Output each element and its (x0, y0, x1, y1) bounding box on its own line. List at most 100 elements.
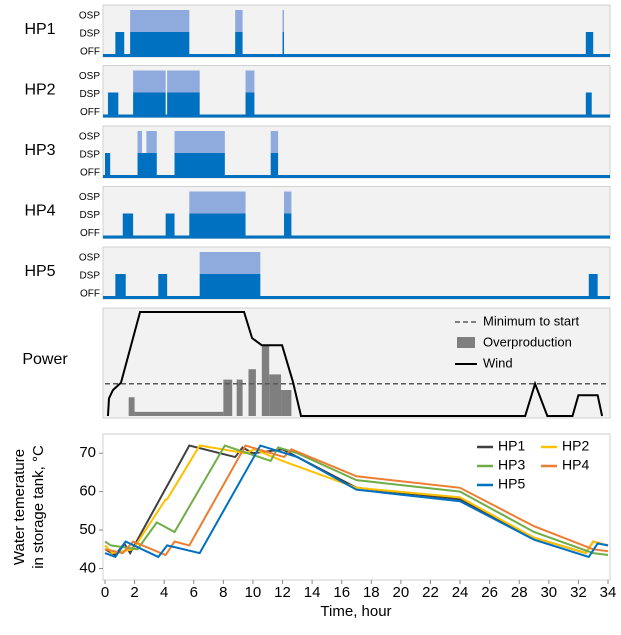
x-tick-label: 20 (393, 584, 410, 601)
row-label: Power (22, 351, 68, 368)
y-tick-label: 50 (79, 521, 96, 538)
x-tick-label: 28 (511, 584, 528, 601)
overproduction-bar (281, 390, 292, 416)
legend-label: HP5 (498, 476, 525, 492)
panel (102, 186, 611, 239)
overproduction-bar (261, 345, 270, 416)
legend-label: HP4 (562, 457, 589, 473)
dsp-bar (585, 92, 592, 117)
dsp-bar (137, 153, 157, 177)
x-tick-label: 0 (101, 584, 109, 601)
x-tick-label: 22 (422, 584, 439, 601)
overproduction-bar (223, 379, 233, 416)
osp-bar (284, 191, 292, 214)
x-tick-label: 34 (600, 584, 617, 601)
level-label: OSP (79, 11, 100, 22)
dsp-bar (235, 32, 243, 56)
overproduction-bar (236, 379, 243, 416)
x-tick-label: 10 (245, 584, 262, 601)
y-axis-title: Water temerature (11, 449, 28, 565)
legend-label: HP3 (498, 457, 525, 473)
legend-label: Wind (483, 355, 513, 370)
level-label: OFF (80, 107, 100, 118)
x-tick-label: 14 (304, 584, 321, 601)
level-label: OFF (80, 168, 100, 179)
panel (102, 246, 611, 300)
dsp-bar (105, 153, 111, 177)
row-label: HP3 (24, 142, 55, 159)
dsp-bar (130, 32, 190, 56)
level-label: DSP (79, 150, 100, 161)
level-label: DSP (79, 29, 100, 40)
x-tick-label: 2 (130, 584, 138, 601)
y-tick-label: 60 (79, 483, 96, 500)
dsp-bar (165, 213, 175, 238)
series-line (104, 444, 609, 559)
off-baseline (103, 235, 610, 239)
x-tick-label: 30 (540, 584, 557, 601)
dsp-bar (245, 92, 255, 117)
legend-label: Minimum to start (483, 313, 579, 328)
legend-swatch (457, 337, 475, 348)
dsp-bar (167, 92, 200, 117)
osp-bar (189, 191, 246, 214)
x-tick-label: 18 (363, 584, 380, 601)
off-baseline (103, 114, 610, 118)
series-line (104, 444, 609, 555)
overproduction-bar (134, 411, 224, 416)
x-tick-label: 8 (219, 584, 227, 601)
dsp-bar (122, 213, 134, 238)
dsp-bar (107, 92, 119, 117)
osp-bar (199, 252, 261, 274)
level-label: DSP (79, 210, 100, 221)
row-label: HP5 (24, 263, 55, 280)
osp-bar (167, 70, 200, 93)
x-tick-label: 6 (190, 584, 198, 601)
level-label: OSP (79, 132, 100, 143)
x-tick-label: 26 (481, 584, 498, 601)
wind-line (106, 311, 604, 417)
panel (102, 307, 611, 419)
x-axis-title: Time, hour (320, 603, 391, 620)
osp-bar (270, 131, 279, 153)
off-baseline (103, 296, 610, 299)
osp-bar (130, 10, 190, 32)
level-label: OFF (80, 289, 100, 300)
dsp-bar (270, 153, 279, 177)
off-baseline (103, 175, 610, 178)
osp-bar (282, 10, 285, 32)
level-label: DSP (79, 271, 100, 282)
dsp-bar (174, 153, 225, 177)
dsp-bar (282, 32, 285, 56)
legend-label: HP1 (498, 438, 525, 454)
dsp-bar (588, 274, 598, 298)
x-tick-label: 12 (274, 584, 291, 601)
dsp-bar (199, 274, 261, 298)
dsp-bar (158, 274, 168, 298)
osp-bar (133, 70, 166, 93)
osp-bar (245, 70, 255, 93)
level-label: DSP (79, 89, 100, 100)
dsp-bar (284, 213, 292, 238)
osp-bar (174, 131, 225, 153)
overproduction-bar (128, 397, 135, 416)
level-label: OFF (80, 47, 100, 58)
level-label: OSP (79, 192, 100, 203)
dsp-bar (133, 92, 166, 117)
level-label: OFF (80, 228, 100, 239)
x-tick-label: 24 (452, 584, 469, 601)
dsp-bar (115, 274, 126, 298)
y-tick-label: 70 (79, 444, 96, 461)
legend-label: Overproduction (483, 334, 572, 349)
osp-bar (146, 131, 157, 153)
y-axis-title: in storage tank, °C (30, 445, 47, 569)
plot-frame (102, 433, 611, 581)
dsp-bar (189, 213, 246, 238)
legend-label: HP2 (562, 438, 589, 454)
overproduction-bar (269, 374, 282, 416)
x-tick-label: 32 (570, 584, 587, 601)
series-line (104, 444, 609, 557)
row-label: HP4 (24, 203, 55, 220)
x-tick-label: 16 (333, 584, 350, 601)
